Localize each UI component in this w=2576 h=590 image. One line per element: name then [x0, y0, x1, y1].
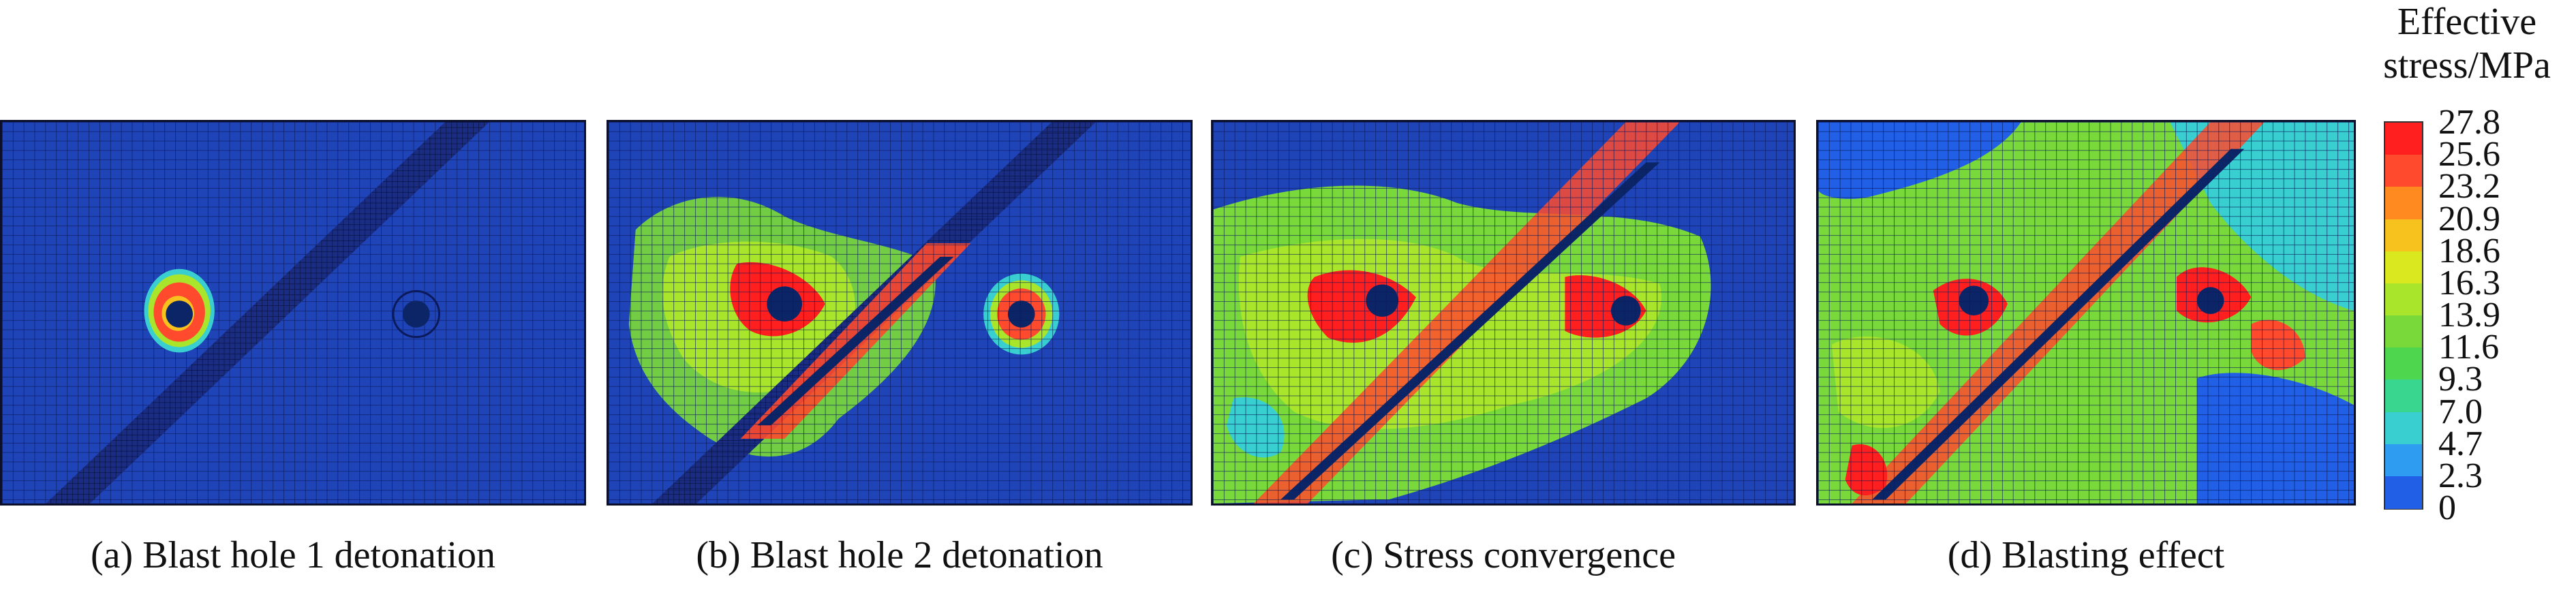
legend-swatch [2385, 251, 2422, 284]
stress-contour-map [1213, 122, 1794, 503]
stress-contour-map [2, 122, 584, 503]
legend-tick-label: 11.6 [2438, 328, 2500, 367]
legend-swatch [2385, 219, 2422, 252]
legend-swatch [2385, 283, 2422, 316]
legend-tick-label: 18.6 [2438, 231, 2500, 270]
legend-title: Effective stress/MPa [2365, 0, 2569, 87]
caption-d: (d) Blasting effect [1947, 534, 2225, 576]
legend-swatch [2385, 315, 2422, 349]
blast-hole-2 [402, 300, 430, 328]
stress-contour-map [1818, 122, 2354, 503]
legend-tick-label: 13.9 [2438, 296, 2500, 335]
legend-swatch [2385, 187, 2422, 220]
caption-a: (a) Blast hole 1 detonation [90, 534, 496, 576]
legend-swatch [2385, 123, 2422, 156]
legend-swatch [2385, 155, 2422, 188]
legend-swatch [2385, 412, 2422, 445]
blast-hole-1 [166, 300, 194, 328]
legend-tick-label: 7.0 [2438, 392, 2483, 431]
legend-swatch [2385, 347, 2422, 381]
legend-tick-label: 16.3 [2438, 263, 2500, 302]
caption-b: (b) Blast hole 2 detonation [696, 534, 1103, 576]
legend-swatch [2385, 476, 2422, 509]
legend-tick-label: 20.9 [2438, 199, 2500, 238]
panel-blast-hole-2 [607, 120, 1193, 506]
stress-contour-map [609, 122, 1191, 503]
legend-title-line-2: stress/MPa [2383, 44, 2551, 87]
legend-swatch [2385, 444, 2422, 477]
legend-tick-label: 0 [2438, 488, 2456, 527]
panel-stress-convergence [1211, 120, 1796, 506]
legend-tick-label: 2.3 [2438, 456, 2483, 495]
legend-swatch [2385, 379, 2422, 413]
legend-tick-label: 4.7 [2438, 424, 2483, 463]
panel-blasting-effect [1816, 120, 2356, 506]
panel-blast-hole-1 [0, 120, 586, 506]
legend-tick-label: 23.2 [2438, 167, 2500, 206]
legend-tick-label: 9.3 [2438, 360, 2483, 399]
color-scale-bar [2384, 121, 2423, 510]
legend-title-line-1: Effective [2397, 1, 2537, 43]
legend-tick-label: 27.8 [2438, 103, 2500, 142]
caption-c: (c) Stress convergence [1331, 534, 1676, 576]
legend-tick-label: 25.6 [2438, 135, 2500, 174]
